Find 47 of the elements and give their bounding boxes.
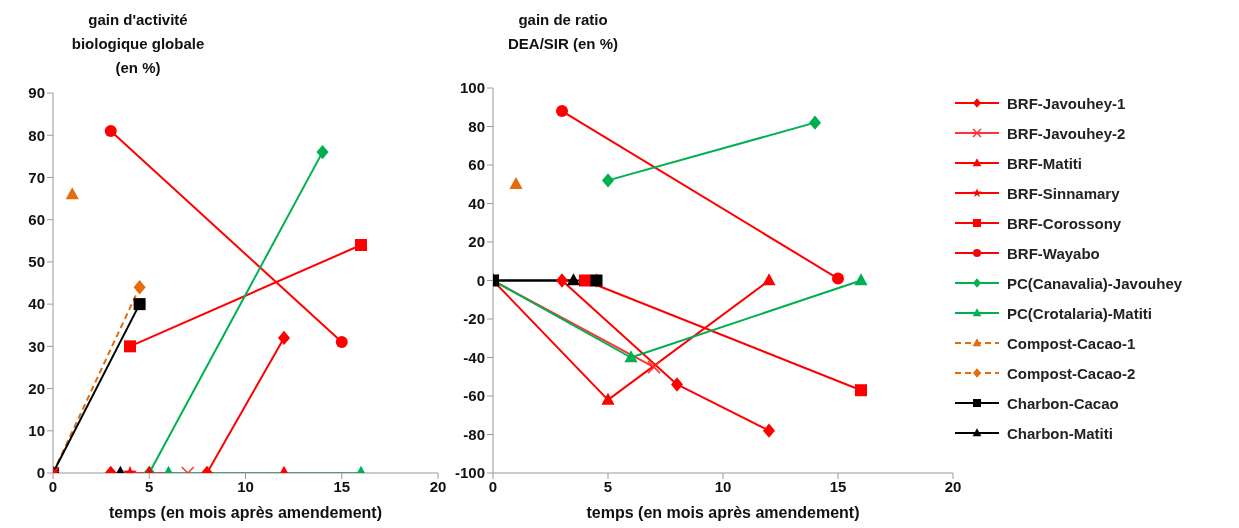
y-tick-label: 0 xyxy=(36,464,45,482)
y-tick-label: -20 xyxy=(463,310,485,328)
legend-label: PC(Crotalaria)-Matiti xyxy=(1007,304,1153,322)
legend-label: BRF-Matiti xyxy=(1007,154,1082,172)
y-tick-label: 0 xyxy=(476,271,485,289)
legend-label: BRF-Sinnamary xyxy=(1007,184,1120,202)
x-tick-label: 5 xyxy=(603,477,613,495)
x-tick-label: 5 xyxy=(145,477,154,495)
x-tick-label: 15 xyxy=(333,477,351,495)
legend-label: BRF-Wayabo xyxy=(1007,244,1100,262)
y-tick-label: -80 xyxy=(463,425,485,443)
y-tick-label: 90 xyxy=(28,84,45,102)
y-axis-title: gain de ratio DEA/SIR (en %) xyxy=(507,10,619,54)
y-tick-label: 80 xyxy=(468,117,485,135)
x-axis-title: temps (en mois après amendement) xyxy=(109,504,382,521)
x-axis-title: temps (en mois après amendement) xyxy=(586,504,860,521)
legend-label: Compost-Cacao-2 xyxy=(1007,364,1136,382)
y-tick-label: -100 xyxy=(454,464,485,482)
y-axis-title: gain d'activité biologique globale (en %) xyxy=(70,10,206,78)
x-tick-label: 0 xyxy=(48,477,58,495)
y-tick-label: 80 xyxy=(28,126,45,144)
y-tick-label: 20 xyxy=(468,233,485,251)
y-tick-label: 50 xyxy=(28,253,45,271)
y-tick-label: 100 xyxy=(459,79,485,97)
y-tick-label: 30 xyxy=(28,337,45,355)
legend-label: Compost-Cacao-1 xyxy=(1007,334,1136,352)
legend-label: Charbon-Matiti xyxy=(1007,424,1113,442)
x-tick-label: 0 xyxy=(488,477,498,495)
x-tick-label: 10 xyxy=(714,477,732,495)
y-tick-label: 40 xyxy=(468,194,485,212)
y-tick-label: 10 xyxy=(28,422,45,440)
x-tick-label: 20 xyxy=(944,477,962,495)
y-tick-label: 20 xyxy=(28,379,45,397)
y-tick-label: -40 xyxy=(463,348,485,366)
legend-label: BRF-Corossony xyxy=(1007,214,1122,232)
y-tick-label: 60 xyxy=(468,156,485,174)
y-tick-label: 70 xyxy=(28,168,45,186)
y-tick-label: -60 xyxy=(463,387,485,405)
legend-label: Charbon-Cacao xyxy=(1007,394,1119,412)
y-tick-label: 40 xyxy=(28,295,45,313)
x-tick-label: 10 xyxy=(237,477,254,495)
y-tick-label: 60 xyxy=(28,210,45,228)
legend-label: PC(Canavalia)-Javouhey xyxy=(1007,274,1183,292)
x-tick-label: 15 xyxy=(829,477,847,495)
x-tick-label: 20 xyxy=(429,477,447,495)
legend-label: BRF-Javouhey-2 xyxy=(1007,124,1126,142)
legend-label: BRF-Javouhey-1 xyxy=(1007,94,1126,112)
